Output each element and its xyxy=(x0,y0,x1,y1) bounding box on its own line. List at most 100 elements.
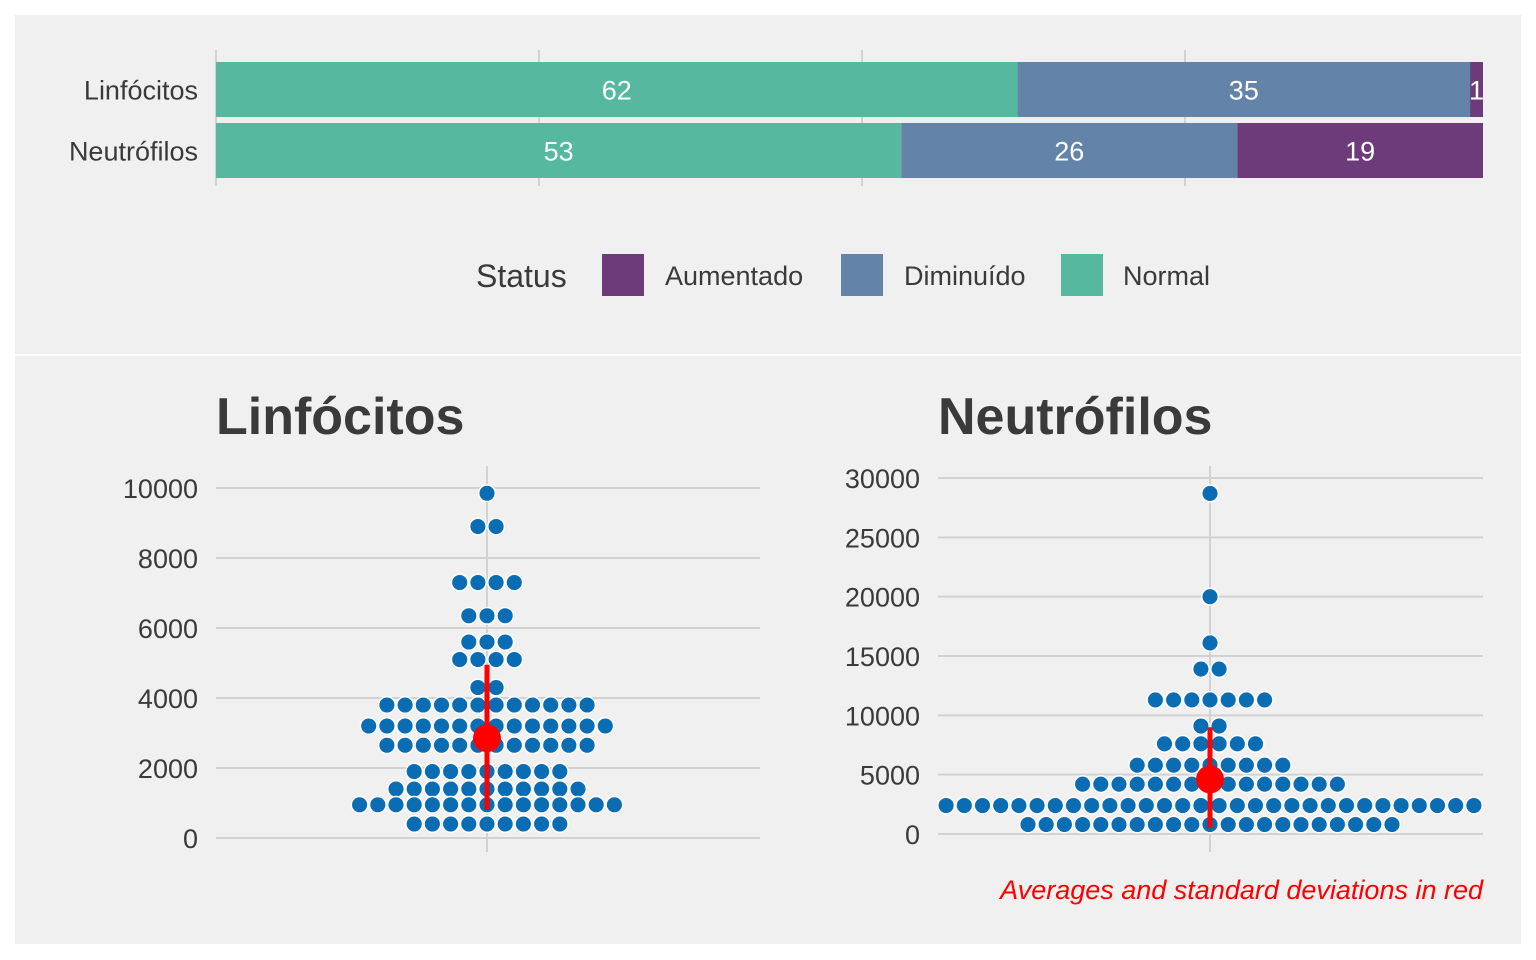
neutrofilos-point xyxy=(1137,796,1156,815)
neutrofilos-point xyxy=(1200,690,1220,709)
linfocitos-point xyxy=(559,716,578,736)
bar-category-label-linfocitos: Linfócitos xyxy=(84,76,198,106)
neutrofilos-point xyxy=(1182,690,1201,709)
linfocitos-point xyxy=(441,814,460,834)
neutrofilos-point xyxy=(1219,756,1238,775)
linfocitos-ytick-label-0: 0 xyxy=(183,824,198,854)
neutrofilos-point xyxy=(1191,734,1210,753)
neutrofilos-point xyxy=(1191,660,1210,679)
linfocitos-point xyxy=(396,695,415,715)
linfocitos-ytick-label-3: 6000 xyxy=(138,614,198,644)
linfocitos-point xyxy=(450,736,469,755)
linfocitos-point xyxy=(368,795,387,814)
linfocitos-point xyxy=(396,716,415,736)
linfocitos-point xyxy=(468,678,487,697)
linfocitos-point xyxy=(459,762,478,781)
bar-segment-neutrofilos-aumentado xyxy=(1237,123,1483,178)
linfocitos-point xyxy=(505,736,524,755)
linfocitos-point xyxy=(405,762,424,781)
legend-title: Status xyxy=(476,258,567,294)
linfocitos-point xyxy=(359,716,378,736)
neutrofilos-point xyxy=(1210,716,1229,736)
neutrofilos-point xyxy=(1246,796,1265,815)
neutrofilos-point xyxy=(1237,775,1256,794)
legend-label-diminuido: Diminuído xyxy=(904,261,1026,291)
neutrofilos-point xyxy=(1255,756,1274,775)
linfocitos-point xyxy=(559,736,578,755)
neutrofilos-point xyxy=(1273,775,1292,794)
linfocitos-point xyxy=(468,573,487,592)
linfocitos-point xyxy=(532,814,551,834)
neutrofilos-point xyxy=(1155,734,1174,753)
linfocitos-ytick-label-4: 8000 xyxy=(138,544,198,574)
neutrofilos-point xyxy=(1146,690,1165,709)
linfocitos-point xyxy=(432,716,451,736)
linfocitos-point xyxy=(459,632,478,652)
neutrofilos-point xyxy=(1073,815,1092,834)
linfocitos-point xyxy=(487,695,506,715)
linfocitos-point xyxy=(459,779,478,799)
neutrofilos-ytick-label-3: 15000 xyxy=(845,642,920,672)
linfocitos-point xyxy=(414,716,433,736)
neutrofilos-point xyxy=(1328,815,1347,834)
linfocitos-point xyxy=(496,606,515,625)
linfocitos-point xyxy=(541,695,560,715)
neutrofilos-point xyxy=(1219,690,1238,709)
linfocitos-point xyxy=(496,632,515,652)
neutrofilos-point xyxy=(1073,775,1092,794)
neutrofilos-ytick-label-5: 25000 xyxy=(845,523,920,553)
neutrofilos-point xyxy=(1219,815,1238,834)
neutrofilos-point xyxy=(1109,775,1129,794)
linfocitos-point xyxy=(477,814,497,834)
neutrofilos-swarm-chart: Neutrófilos 0 5000 10000 15000 20000 25000 300… xyxy=(845,388,1483,852)
neutrofilos-point xyxy=(1310,775,1329,794)
linfocitos-point xyxy=(441,762,460,781)
linfocitos-point xyxy=(477,484,497,503)
linfocitos-point xyxy=(405,814,424,834)
linfocitos-ytick-label-1: 2000 xyxy=(138,754,198,784)
neutrofilos-point xyxy=(1182,815,1201,834)
neutrofilos-point xyxy=(1018,815,1038,834)
neutrofilos-point xyxy=(1310,815,1329,834)
linfocitos-point xyxy=(432,695,451,715)
legend-label-normal: Normal xyxy=(1123,261,1210,291)
neutrofilos-point xyxy=(1128,775,1147,794)
neutrofilos-point xyxy=(1173,734,1192,753)
neutrofilos-point xyxy=(1364,815,1383,834)
neutrofilos-point xyxy=(1428,796,1447,815)
linfocitos-point xyxy=(459,814,478,834)
neutrofilos-point xyxy=(1191,796,1210,815)
linfocitos-point xyxy=(423,795,442,814)
bar-segment-neutrofilos-diminuido xyxy=(901,123,1238,178)
linfocitos-point xyxy=(550,779,569,799)
linfocitos-point xyxy=(496,795,515,814)
neutrofilos-point xyxy=(991,796,1010,815)
linfocitos-point xyxy=(523,716,542,736)
neutrofilos-point xyxy=(1228,734,1247,753)
bottom-panel-background xyxy=(15,356,1521,944)
neutrofilos-point xyxy=(1373,796,1392,815)
neutrofilos-point xyxy=(1146,775,1165,794)
neutrofilos-point xyxy=(1182,756,1201,775)
linfocitos-point xyxy=(377,716,396,736)
legend-swatch-diminuido xyxy=(841,254,883,296)
neutrofilos-point xyxy=(1037,815,1056,834)
linfocitos-point xyxy=(405,779,424,799)
neutrofilos-point xyxy=(1200,633,1220,652)
neutrofilos-point xyxy=(1200,587,1220,606)
linfocitos-point xyxy=(496,762,515,781)
linfocitos-point xyxy=(514,795,533,814)
neutrofilos-ytick-label-2: 10000 xyxy=(845,701,920,731)
linfocitos-point xyxy=(468,517,487,536)
bar-label-neutrofilos-diminuido: 26 xyxy=(1054,137,1084,167)
linfocitos-point xyxy=(550,795,569,814)
linfocitos-point xyxy=(578,695,597,715)
neutrofilos-point xyxy=(1446,796,1465,815)
neutrofilos-point xyxy=(1100,796,1119,815)
neutrofilos-point xyxy=(1319,796,1338,815)
neutrofilos-point xyxy=(1255,815,1274,834)
stacked-bar-chart: 62 35 1 Linfócitos 53 26 19 Neutrófilos xyxy=(69,50,1484,186)
linfocitos-point xyxy=(532,795,551,814)
linfocitos-point xyxy=(514,779,533,799)
bar-segment-linfocitos-normal xyxy=(216,62,1018,117)
